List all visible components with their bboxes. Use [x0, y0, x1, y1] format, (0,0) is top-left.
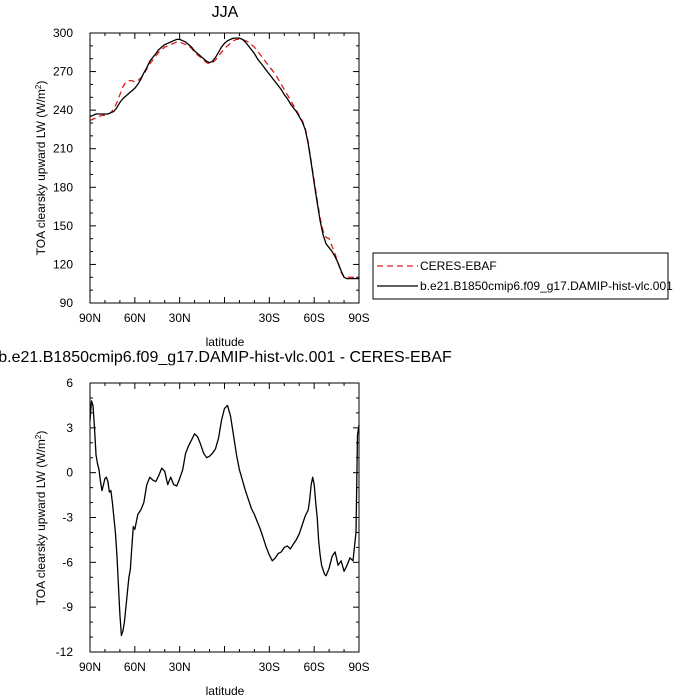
top-panel-title: JJA: [212, 4, 239, 21]
series-line-1-0: [89, 400, 360, 637]
y-tick-label-0-4: 210: [53, 142, 73, 156]
plot-frame-1: [89, 382, 360, 653]
y-tick-label-1-3: -3: [62, 511, 73, 525]
y-tick-label-0-7: 300: [53, 26, 73, 40]
legend: CERES-EBAF b.e21.B1850cmip6.f09_g17.DAMI…: [372, 252, 673, 300]
bottom-y-axis-title-end: ): [34, 431, 48, 435]
top-y-axis-title-main: TOA clearsky upward LW (W/m: [34, 89, 48, 255]
x-tick-label-1-5: 60S: [303, 660, 324, 674]
legend-label-model: b.e21.B1850cmip6.f09_g17.DAMIP-hist-vlc.…: [420, 279, 673, 293]
y-tick-label-1-0: -12: [56, 645, 74, 659]
y-tick-label-1-5: 3: [66, 421, 73, 435]
x-tick-label-0-2: 30N: [169, 311, 191, 325]
legend-box: [372, 252, 669, 300]
series-line-0-0: [89, 38, 359, 278]
y-tick-label-0-0: 90: [60, 296, 74, 310]
y-tick-label-0-5: 240: [53, 103, 73, 117]
y-tick-label-1-1: -9: [62, 600, 73, 614]
x-tick-label-0-6: 90S: [348, 311, 369, 325]
bottom-panel-title: b.e21.B1850cmip6.f09_g17.DAMIP-hist-vlc.…: [0, 349, 452, 366]
y-tick-label-0-1: 120: [53, 257, 73, 271]
x-tick-label-0-5: 60S: [303, 311, 324, 325]
top-x-axis-title: latitude: [206, 335, 245, 349]
bottom-y-axis-title: TOA clearsky upward LW (W/m2): [34, 431, 48, 606]
top-y-axis-title-sup: 2: [34, 84, 43, 89]
bottom-x-axis-title: latitude: [206, 684, 245, 698]
bottom-panel: b.e21.B1850cmip6.f09_g17.DAMIP-hist-vlc.…: [0, 349, 452, 698]
y-tick-label-0-6: 270: [53, 65, 73, 79]
legend-label-ceres-ebaf: CERES-EBAF: [420, 259, 497, 273]
top-y-axis-title: TOA clearsky upward LW (W/m2): [34, 81, 48, 256]
x-tick-label-1-0: 90N: [79, 660, 101, 674]
top-plot-area: 90N 60N 30N 30S 60S 90S 90 120 150 180 210 240 270 30…: [53, 26, 370, 325]
y-tick-label-0-3: 180: [53, 180, 73, 194]
top-panel: JJA 90N 60N 30N 30S 60S 90S 90 120 150 180 210 240 2…: [34, 4, 673, 349]
x-tick-label-1-6: 90S: [348, 660, 369, 674]
y-tick-label-0-2: 150: [53, 219, 73, 233]
plot-frame-0: [89, 32, 360, 304]
x-tick-label-1-2: 30N: [169, 660, 191, 674]
bottom-plot-area: 90N 60N 30N 30S 60S 90S -12 -9 -6 -3 0 3 6: [56, 376, 370, 674]
x-tick-label-0-1: 60N: [124, 311, 146, 325]
x-tick-label-1-4: 30S: [259, 660, 280, 674]
x-tick-label-0-4: 30S: [259, 311, 280, 325]
series-line-0-1: [89, 37, 359, 280]
bottom-y-axis-title-sup: 2: [34, 434, 43, 439]
x-tick-label-0-0: 90N: [79, 311, 101, 325]
top-y-axis-title-end: ): [34, 81, 48, 85]
y-tick-label-1-6: 6: [66, 376, 73, 390]
x-tick-label-1-1: 60N: [124, 660, 146, 674]
bottom-y-axis-title-main: TOA clearsky upward LW (W/m: [34, 439, 48, 605]
y-tick-label-1-2: -6: [62, 555, 73, 569]
y-tick-label-1-4: 0: [66, 466, 73, 480]
